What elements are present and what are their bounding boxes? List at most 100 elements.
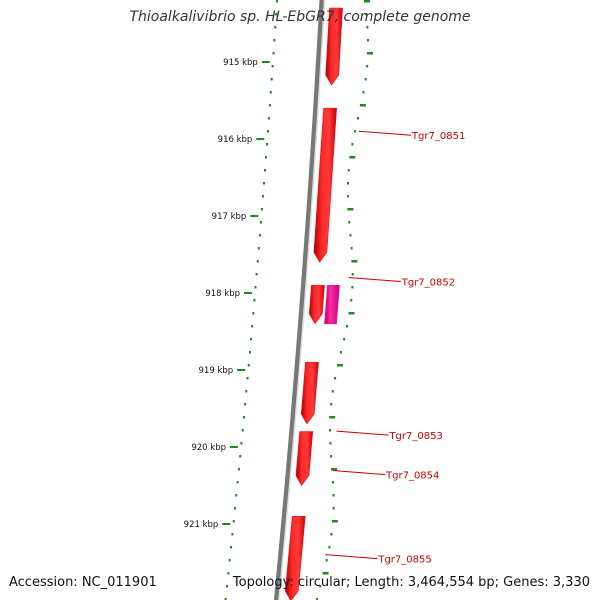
gc-dot	[242, 416, 245, 419]
gc-dot	[227, 572, 230, 575]
gc-dot	[255, 273, 258, 276]
gc-dot	[256, 260, 259, 263]
skew-dot	[347, 208, 354, 211]
gc-dot	[228, 559, 231, 562]
skew-dot	[343, 338, 346, 341]
skew-dot	[348, 221, 351, 224]
gc-dot	[258, 234, 261, 237]
label-leader	[332, 470, 386, 476]
tick-label: 919 kbp	[199, 366, 234, 376]
gene-label[interactable]: Tgr7_0854	[385, 471, 439, 482]
gc-dot	[231, 533, 234, 536]
gene-label[interactable]: Tgr7_0855	[377, 555, 431, 566]
gc-dot	[250, 338, 252, 341]
skew-dot	[366, 26, 369, 29]
skew-dot	[329, 442, 332, 445]
skew-dot	[328, 546, 331, 549]
skew-dot	[340, 351, 342, 354]
gene-arrow[interactable]	[295, 431, 314, 487]
gc-dot	[230, 546, 233, 549]
label-leader	[336, 430, 389, 436]
gc-dot	[272, 52, 275, 55]
gc-dot	[275, 13, 278, 16]
gc-dot	[257, 247, 260, 250]
tick-label: 918 kbp	[205, 289, 240, 299]
gc-dot	[247, 364, 250, 367]
gc-dot	[270, 78, 273, 81]
gene-label[interactable]: Tgr7_0851	[411, 131, 465, 142]
gc-dot	[267, 130, 269, 133]
skew-dot	[364, 78, 367, 81]
skew-dot	[336, 364, 343, 367]
gene-arrow[interactable]	[325, 7, 343, 86]
gc-dot	[239, 455, 242, 458]
genome-title: Thioalkalivibrio sp. HL-EbGR7, complete …	[129, 9, 471, 25]
gene-track	[284, 7, 343, 600]
skew-dot	[346, 325, 348, 328]
skew-dot	[346, 195, 349, 198]
gene-arrow[interactable]	[284, 516, 306, 600]
skew-dot	[364, 0, 370, 3]
gene-arrow[interactable]	[313, 107, 337, 263]
skew-dot	[330, 455, 333, 458]
gene-label[interactable]: Tgr7_0853	[388, 431, 442, 442]
skew-dot	[357, 117, 359, 120]
gc-dot	[240, 442, 243, 445]
gc-dot	[236, 481, 239, 484]
gc-dot	[234, 507, 236, 510]
tick-mark	[222, 523, 231, 525]
gene-label[interactable]: Tgr7_0852	[401, 278, 455, 289]
gc-dot	[251, 325, 254, 328]
gc-dot	[232, 520, 235, 523]
gene-arrow[interactable]	[300, 362, 319, 425]
tick-mark	[261, 61, 270, 63]
skew-dot	[367, 39, 369, 42]
gene-arrow[interactable]	[308, 285, 325, 325]
label-leader	[325, 554, 378, 560]
backbone-highlight	[278, 0, 326, 600]
tick-label: 917 kbp	[212, 212, 247, 222]
gc-dot	[273, 39, 276, 42]
genome-backbone	[273, 0, 326, 600]
gene-arrow[interactable]	[324, 285, 340, 325]
tick-mark	[230, 446, 238, 448]
gc-dot	[274, 26, 277, 29]
gc-dot	[241, 429, 244, 432]
gc-dot	[235, 494, 238, 497]
gc-dot	[259, 221, 262, 224]
skew-dot	[331, 390, 334, 393]
backbone-line	[273, 0, 325, 600]
gene-labels: Tgr7_0851 Tgr7_0852 Tgr7_0853 Tgr7_0854 Tgr7…	[325, 130, 465, 566]
gc-dot	[265, 156, 267, 159]
tick-label: 915 kbp	[223, 58, 258, 68]
gc-dot	[254, 286, 257, 289]
skew-dot	[329, 416, 336, 419]
gc-dot	[271, 65, 274, 68]
skew-dot	[351, 260, 358, 263]
tick-label: 920 kbp	[191, 443, 226, 453]
skew-dot	[332, 507, 335, 510]
accession-text: Accession: NC_011901	[9, 575, 157, 590]
gc-dot	[226, 585, 228, 588]
skew-dot	[330, 403, 333, 406]
skew-dot	[332, 494, 335, 497]
gc-dot	[262, 195, 264, 198]
skew-dot	[316, 598, 318, 600]
tick-mark	[237, 369, 246, 371]
skew-dot	[351, 143, 354, 146]
gc-dot	[266, 143, 268, 146]
gc-dot	[246, 377, 249, 380]
gc-dot	[248, 351, 251, 354]
gc-dot	[264, 169, 266, 172]
skew-dot	[350, 247, 353, 250]
skew-dot	[332, 481, 334, 484]
skew-dot	[347, 182, 349, 185]
skew-dot	[367, 52, 373, 55]
skew-dot	[349, 156, 356, 159]
skew-dot	[350, 299, 353, 302]
gc-dot	[245, 390, 248, 393]
skew-dot	[349, 234, 352, 237]
gc-dot	[268, 104, 271, 107]
skew-dot	[366, 65, 369, 68]
tick-mark	[256, 138, 265, 140]
